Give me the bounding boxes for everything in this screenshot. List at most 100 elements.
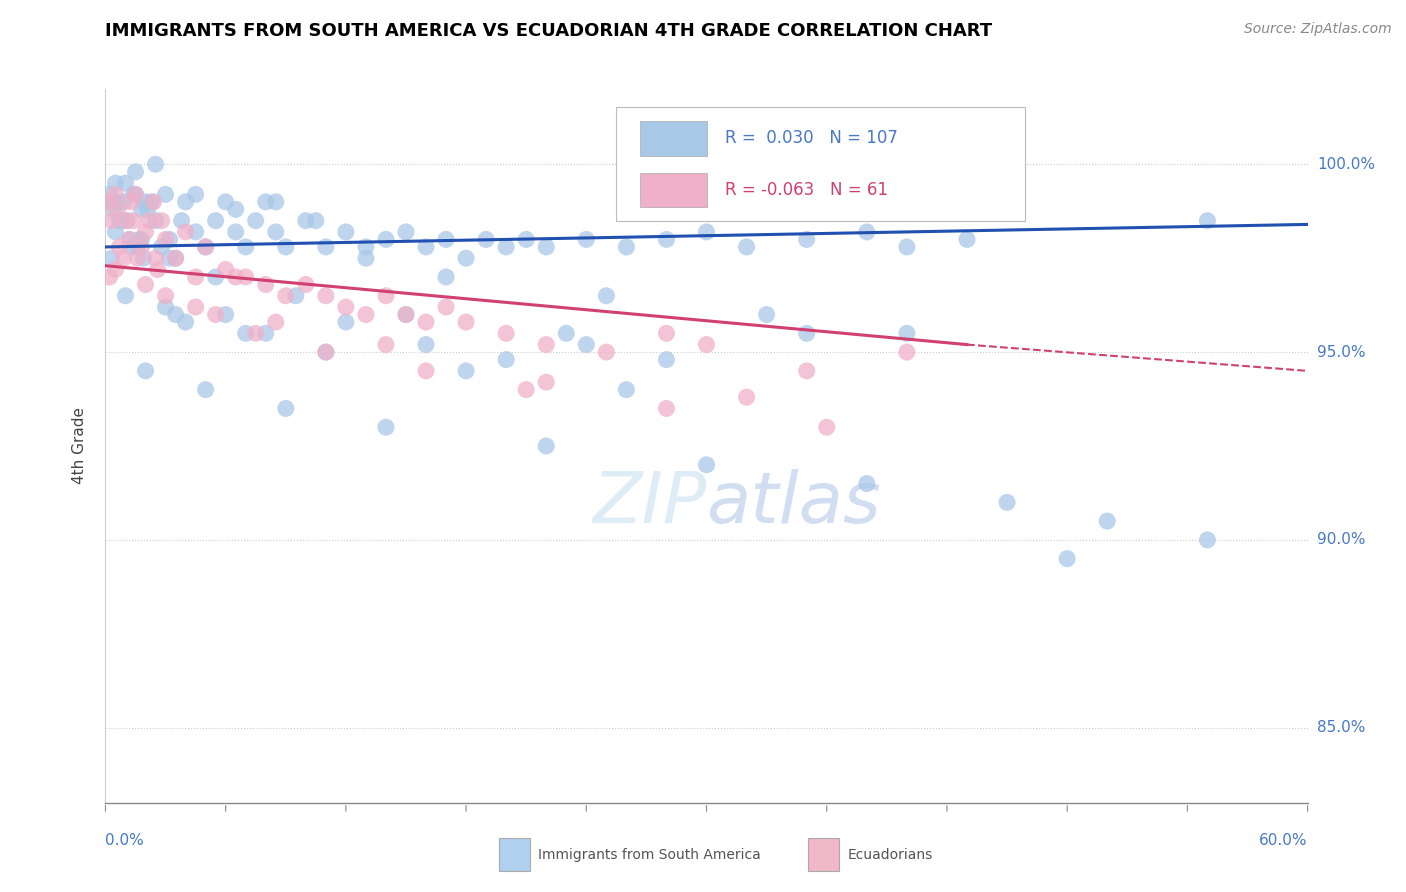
Point: [112, 194, 135, 209]
Point: [174, 315, 197, 329]
Point: [214, 262, 236, 277]
Text: Source: ZipAtlas.com: Source: ZipAtlas.com: [1244, 22, 1392, 37]
Point: [225, 270, 247, 285]
Point: [855, 225, 877, 239]
Point: [575, 337, 598, 351]
Point: [335, 225, 357, 239]
Point: [103, 202, 125, 217]
Point: [112, 251, 135, 265]
Point: [104, 187, 127, 202]
Point: [534, 439, 557, 453]
Point: [495, 352, 517, 367]
Point: [121, 240, 143, 254]
Point: [415, 240, 437, 254]
Point: [335, 315, 357, 329]
Point: [264, 194, 287, 209]
Point: [315, 240, 337, 254]
Point: [135, 277, 157, 292]
Bar: [640, 121, 706, 155]
Point: [274, 289, 297, 303]
Point: [131, 240, 153, 254]
Point: [616, 240, 638, 254]
Point: [456, 315, 478, 329]
Point: [655, 232, 678, 246]
Point: [165, 251, 187, 265]
Point: [170, 213, 193, 227]
Text: 0.0%: 0.0%: [105, 833, 145, 848]
Point: [235, 240, 257, 254]
Point: [305, 213, 328, 227]
Point: [735, 390, 758, 404]
Point: [696, 337, 718, 351]
Point: [555, 326, 578, 341]
Bar: [499, 838, 530, 871]
Point: [295, 213, 318, 227]
Point: [114, 213, 136, 227]
Point: [354, 240, 377, 254]
Point: [184, 270, 207, 285]
Point: [184, 225, 207, 239]
Point: [315, 345, 337, 359]
Point: [575, 232, 598, 246]
Point: [114, 289, 136, 303]
Point: [131, 232, 153, 246]
Point: [155, 232, 177, 246]
Bar: [640, 173, 706, 207]
Point: [655, 401, 678, 416]
Point: [1056, 551, 1078, 566]
FancyBboxPatch shape: [616, 107, 1025, 221]
Point: [124, 165, 146, 179]
Point: [135, 225, 157, 239]
Point: [194, 240, 217, 254]
Point: [165, 308, 187, 322]
Bar: [808, 838, 839, 871]
Point: [124, 187, 146, 202]
Point: [415, 315, 437, 329]
Point: [204, 308, 226, 322]
Point: [475, 232, 498, 246]
Point: [194, 240, 217, 254]
Text: 60.0%: 60.0%: [1260, 833, 1308, 848]
Point: [127, 240, 149, 254]
Point: [374, 289, 396, 303]
Point: [655, 326, 678, 341]
Point: [122, 213, 145, 227]
Point: [696, 225, 718, 239]
Point: [174, 225, 197, 239]
Point: [796, 364, 818, 378]
Point: [96, 194, 118, 209]
Point: [155, 289, 177, 303]
Point: [107, 202, 129, 217]
Point: [434, 300, 457, 314]
Point: [534, 240, 557, 254]
Point: [245, 326, 267, 341]
Point: [159, 232, 181, 246]
Point: [184, 300, 207, 314]
Point: [104, 262, 127, 277]
Point: [434, 232, 457, 246]
Point: [896, 326, 918, 341]
Point: [138, 213, 160, 227]
Point: [110, 213, 132, 227]
Point: [616, 383, 638, 397]
Point: [354, 251, 377, 265]
Point: [456, 364, 478, 378]
Point: [100, 213, 122, 227]
Point: [796, 232, 818, 246]
Point: [225, 225, 247, 239]
Point: [855, 476, 877, 491]
Point: [534, 337, 557, 351]
Point: [155, 300, 177, 314]
Point: [127, 251, 149, 265]
Text: R = -0.063   N = 61: R = -0.063 N = 61: [724, 181, 887, 199]
Point: [1197, 213, 1219, 227]
Point: [995, 495, 1018, 509]
Point: [595, 289, 617, 303]
Text: Ecuadorians: Ecuadorians: [848, 847, 934, 862]
Point: [135, 364, 157, 378]
Point: [214, 194, 236, 209]
Point: [165, 251, 187, 265]
Point: [145, 251, 167, 265]
Point: [274, 401, 297, 416]
Point: [145, 157, 167, 171]
